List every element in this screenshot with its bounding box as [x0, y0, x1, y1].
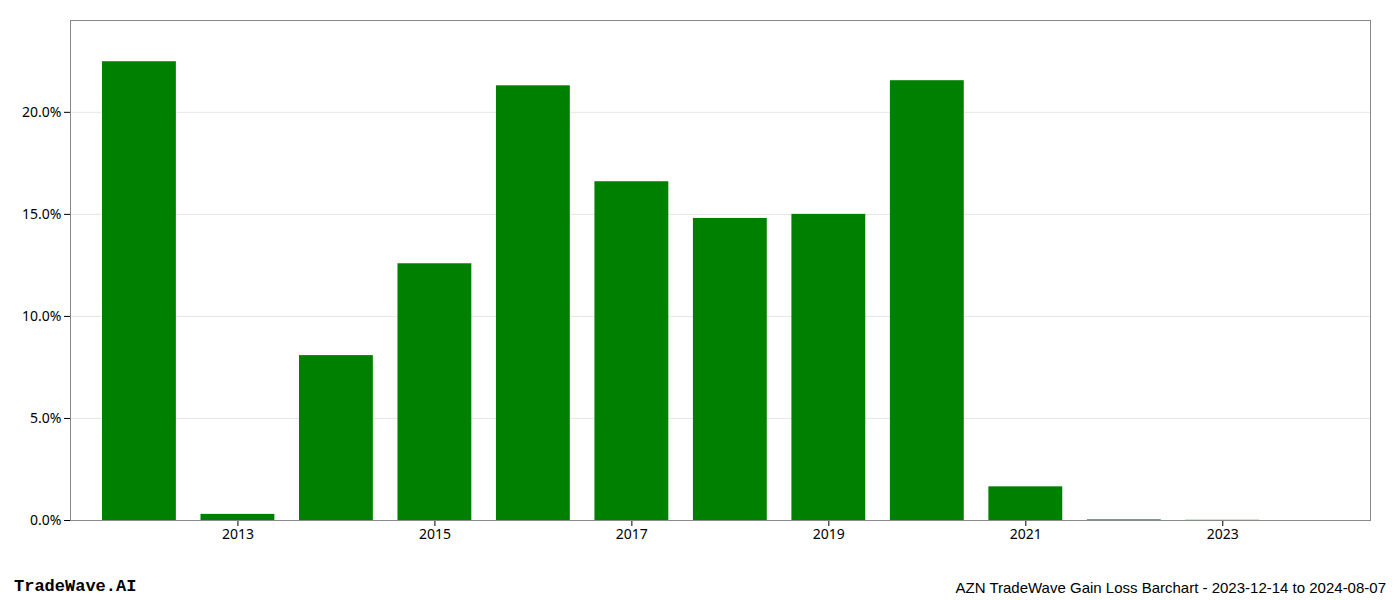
svg-text:2015: 2015	[419, 524, 451, 543]
svg-text:2023: 2023	[1207, 524, 1239, 543]
svg-text:15.0%: 15.0%	[22, 204, 61, 223]
svg-text:2013: 2013	[222, 524, 254, 543]
svg-text:2021: 2021	[1010, 524, 1042, 543]
svg-text:2019: 2019	[813, 524, 845, 543]
svg-text:5.0%: 5.0%	[30, 408, 61, 427]
svg-text:2017: 2017	[616, 524, 648, 543]
html-text:AZN TradeWave Gain Loss Barcha: AZN TradeWave Gain Loss Barchart - 2023-…	[955, 579, 1386, 596]
html-text:TradeWave.AI: TradeWave.AI	[14, 577, 137, 596]
svg-text:20.0%: 20.0%	[22, 102, 61, 121]
svg-text:10.0%: 10.0%	[22, 306, 61, 325]
svg-text:0.0%: 0.0%	[30, 510, 61, 529]
